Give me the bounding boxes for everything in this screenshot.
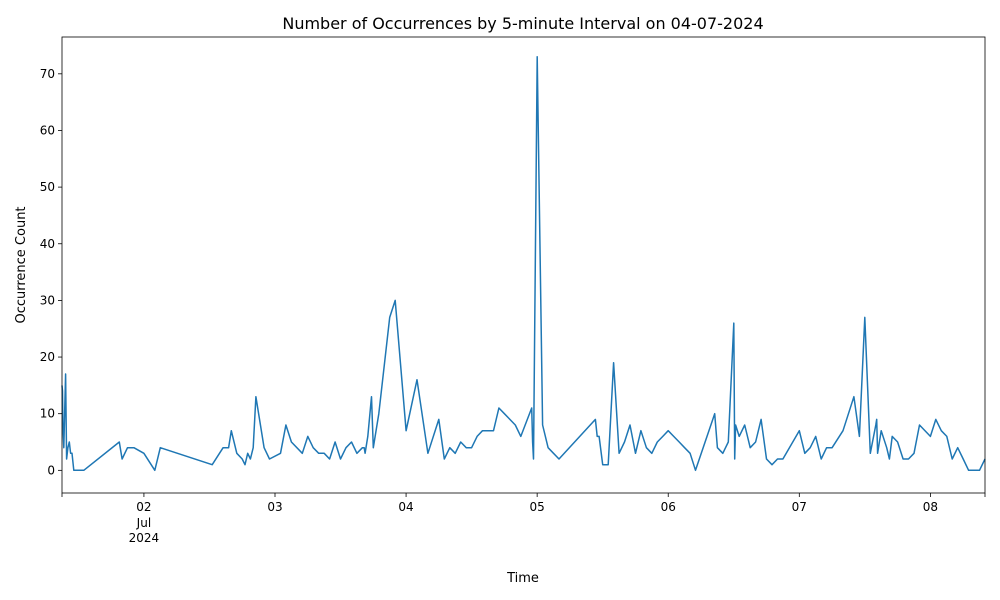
plot-frame bbox=[61, 36, 986, 494]
x-tick-label: 07 bbox=[792, 500, 807, 514]
y-tick-label: 30 bbox=[40, 293, 55, 307]
y-tick-label: 20 bbox=[40, 350, 55, 364]
x-tick-label: 08 bbox=[923, 500, 938, 514]
x-axis-title: Time bbox=[506, 571, 539, 586]
y-axis-title: Occurrence Count bbox=[14, 206, 29, 323]
series-line bbox=[61, 56, 986, 472]
y-tick-label: 50 bbox=[40, 180, 55, 194]
x-tick-label: 04 bbox=[398, 500, 413, 514]
x-tick-label: 03 bbox=[267, 500, 282, 514]
y-axis-ticks: 0 10 20 30 40 50 60 70 bbox=[40, 67, 62, 477]
x-tick-label: 06 bbox=[661, 500, 676, 514]
y-tick-label: 10 bbox=[40, 407, 55, 421]
y-tick-label: 0 bbox=[47, 463, 55, 477]
x-tick-sublabel: Jul bbox=[136, 516, 151, 530]
plot-area bbox=[62, 37, 985, 493]
x-tick-label: 02 bbox=[136, 500, 151, 514]
chart-title: Number of Occurrences by 5-minute Interv… bbox=[282, 14, 763, 33]
y-tick-label: 70 bbox=[40, 67, 55, 81]
x-tick-label: 05 bbox=[530, 500, 545, 514]
y-tick-label: 60 bbox=[40, 123, 55, 137]
x-tick-sublabel: 2024 bbox=[129, 531, 160, 545]
y-tick-label: 40 bbox=[40, 237, 55, 251]
